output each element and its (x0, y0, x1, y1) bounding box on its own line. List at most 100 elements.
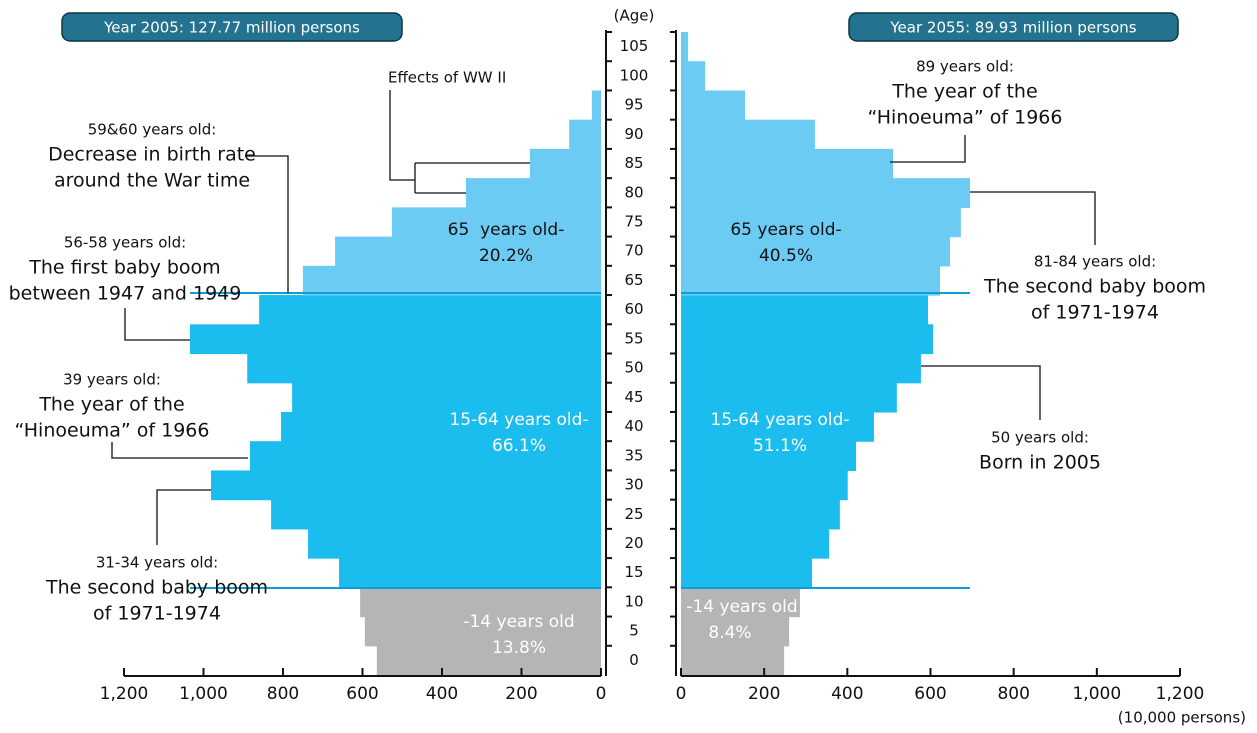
y-tick-label: 0 (629, 651, 639, 669)
y-tick-label: 70 (624, 242, 643, 260)
y-tick-label: 5 (629, 622, 639, 640)
bar (681, 411, 874, 442)
y-tick-label: 105 (620, 37, 649, 55)
annotation-heading: 59&60 years old: (88, 121, 217, 139)
annotation-heading: 81-84 years old: (1034, 253, 1156, 271)
group-share: 8.4% (708, 623, 751, 643)
y-axis-label: (Age) (614, 7, 655, 25)
y-tick-label: 30 (624, 476, 643, 494)
x-tick-label: 600 (914, 684, 946, 704)
bar (681, 148, 894, 179)
bar (681, 645, 785, 676)
bar (569, 119, 601, 150)
x-axis-label: (10,000 persons) (1118, 709, 1246, 727)
bar (681, 587, 800, 618)
annotation-heading: Effects of WW II (388, 69, 506, 87)
annotation-line: of 1971-1974 (93, 603, 221, 625)
y-tick-label: 20 (624, 534, 643, 552)
x-tick-label: 400 (426, 684, 458, 704)
y-tick-label: 80 (624, 183, 643, 201)
x-tick-label: 1,000 (179, 684, 228, 704)
y-tick-label: 15 (624, 563, 643, 581)
group-share: 20.2% (479, 246, 533, 266)
leader-line (389, 90, 530, 194)
bar (681, 61, 706, 92)
leader-line (111, 442, 248, 459)
y-tick-label: 75 (624, 212, 643, 230)
bar (360, 587, 601, 618)
annotation-line: “Hinoeuma” of 1966 (868, 107, 1063, 129)
bar (681, 265, 941, 296)
annotation-line: The second baby boom (45, 577, 268, 599)
bar (250, 441, 601, 472)
group-label: -14 years old (686, 597, 797, 617)
bar (391, 207, 601, 238)
annotation-line: Born in 2005 (979, 452, 1101, 474)
group-share: 40.5% (759, 246, 813, 266)
group-label: 65 years old- (730, 220, 841, 240)
bar (364, 616, 601, 647)
bar (376, 645, 601, 676)
x-tick-label: 0 (596, 684, 607, 704)
bar (681, 528, 830, 559)
y-tick-label: 35 (624, 446, 643, 464)
bar (681, 90, 746, 121)
bars (189, 32, 971, 676)
title-box (848, 12, 1179, 42)
annotation-line: The first baby boom (28, 257, 220, 279)
group-label: 15-64 years old- (710, 410, 849, 430)
y-tick-label: 65 (624, 271, 643, 289)
annotation-line: The year of the (38, 394, 184, 416)
annotation-line: The second baby boom (983, 276, 1206, 298)
leader-line (890, 135, 966, 163)
bar (247, 353, 601, 384)
bar (211, 470, 602, 501)
y-tick-label: 85 (624, 154, 643, 172)
x-tick-label: 200 (748, 684, 780, 704)
annotation-heading: 56-58 years old: (64, 234, 186, 252)
leader-line (156, 489, 211, 545)
bar (529, 148, 601, 179)
x-tick-label: 600 (346, 684, 378, 704)
y-tick-label: 40 (624, 417, 643, 435)
y-tick-label: 60 (624, 300, 643, 318)
y-tick-label: 50 (624, 359, 643, 377)
x-tick-label: 0 (676, 684, 687, 704)
bar (339, 558, 601, 588)
y-tick-label: 90 (624, 125, 643, 143)
bar (681, 295, 929, 325)
group-share: 13.8% (492, 638, 546, 658)
bar (681, 324, 933, 355)
bar (681, 441, 857, 472)
annotation-line: The year of the (891, 81, 1037, 103)
leader-line (970, 191, 1096, 245)
bar (465, 178, 601, 208)
bar (681, 616, 790, 647)
bar (591, 90, 601, 121)
y-tick-label: 55 (624, 329, 643, 347)
bar (681, 32, 689, 62)
x-tick-label: 800 (267, 684, 299, 704)
x-tick-label: 1,200 (100, 684, 149, 704)
bar (335, 236, 601, 267)
bar (681, 207, 961, 238)
annotation-line: of 1971-1974 (1031, 302, 1159, 324)
bar (681, 470, 848, 501)
annotation-heading: 39 years old: (63, 371, 161, 389)
group-label: 15-64 years old- (449, 410, 588, 430)
panel-title: Year 2005: 127.77 million persons (103, 19, 360, 37)
annotation-line: Decrease in birth rate (48, 144, 256, 166)
annotation-line: around the War time (54, 170, 250, 192)
leader-line (245, 155, 289, 293)
x-tick-label: 1,000 (1072, 684, 1121, 704)
bar (308, 528, 601, 559)
panel-title: Year 2055: 89.93 million persons (889, 19, 1136, 37)
y-tick-label: 25 (624, 505, 643, 523)
annotation-line: between 1947 and 1949 (9, 283, 242, 305)
leader-line (921, 365, 1041, 420)
y-tick-label: 95 (624, 96, 643, 114)
x-tick-label: 400 (831, 684, 863, 704)
bar (681, 236, 951, 267)
x-tick-label: 1,200 (1156, 684, 1205, 704)
